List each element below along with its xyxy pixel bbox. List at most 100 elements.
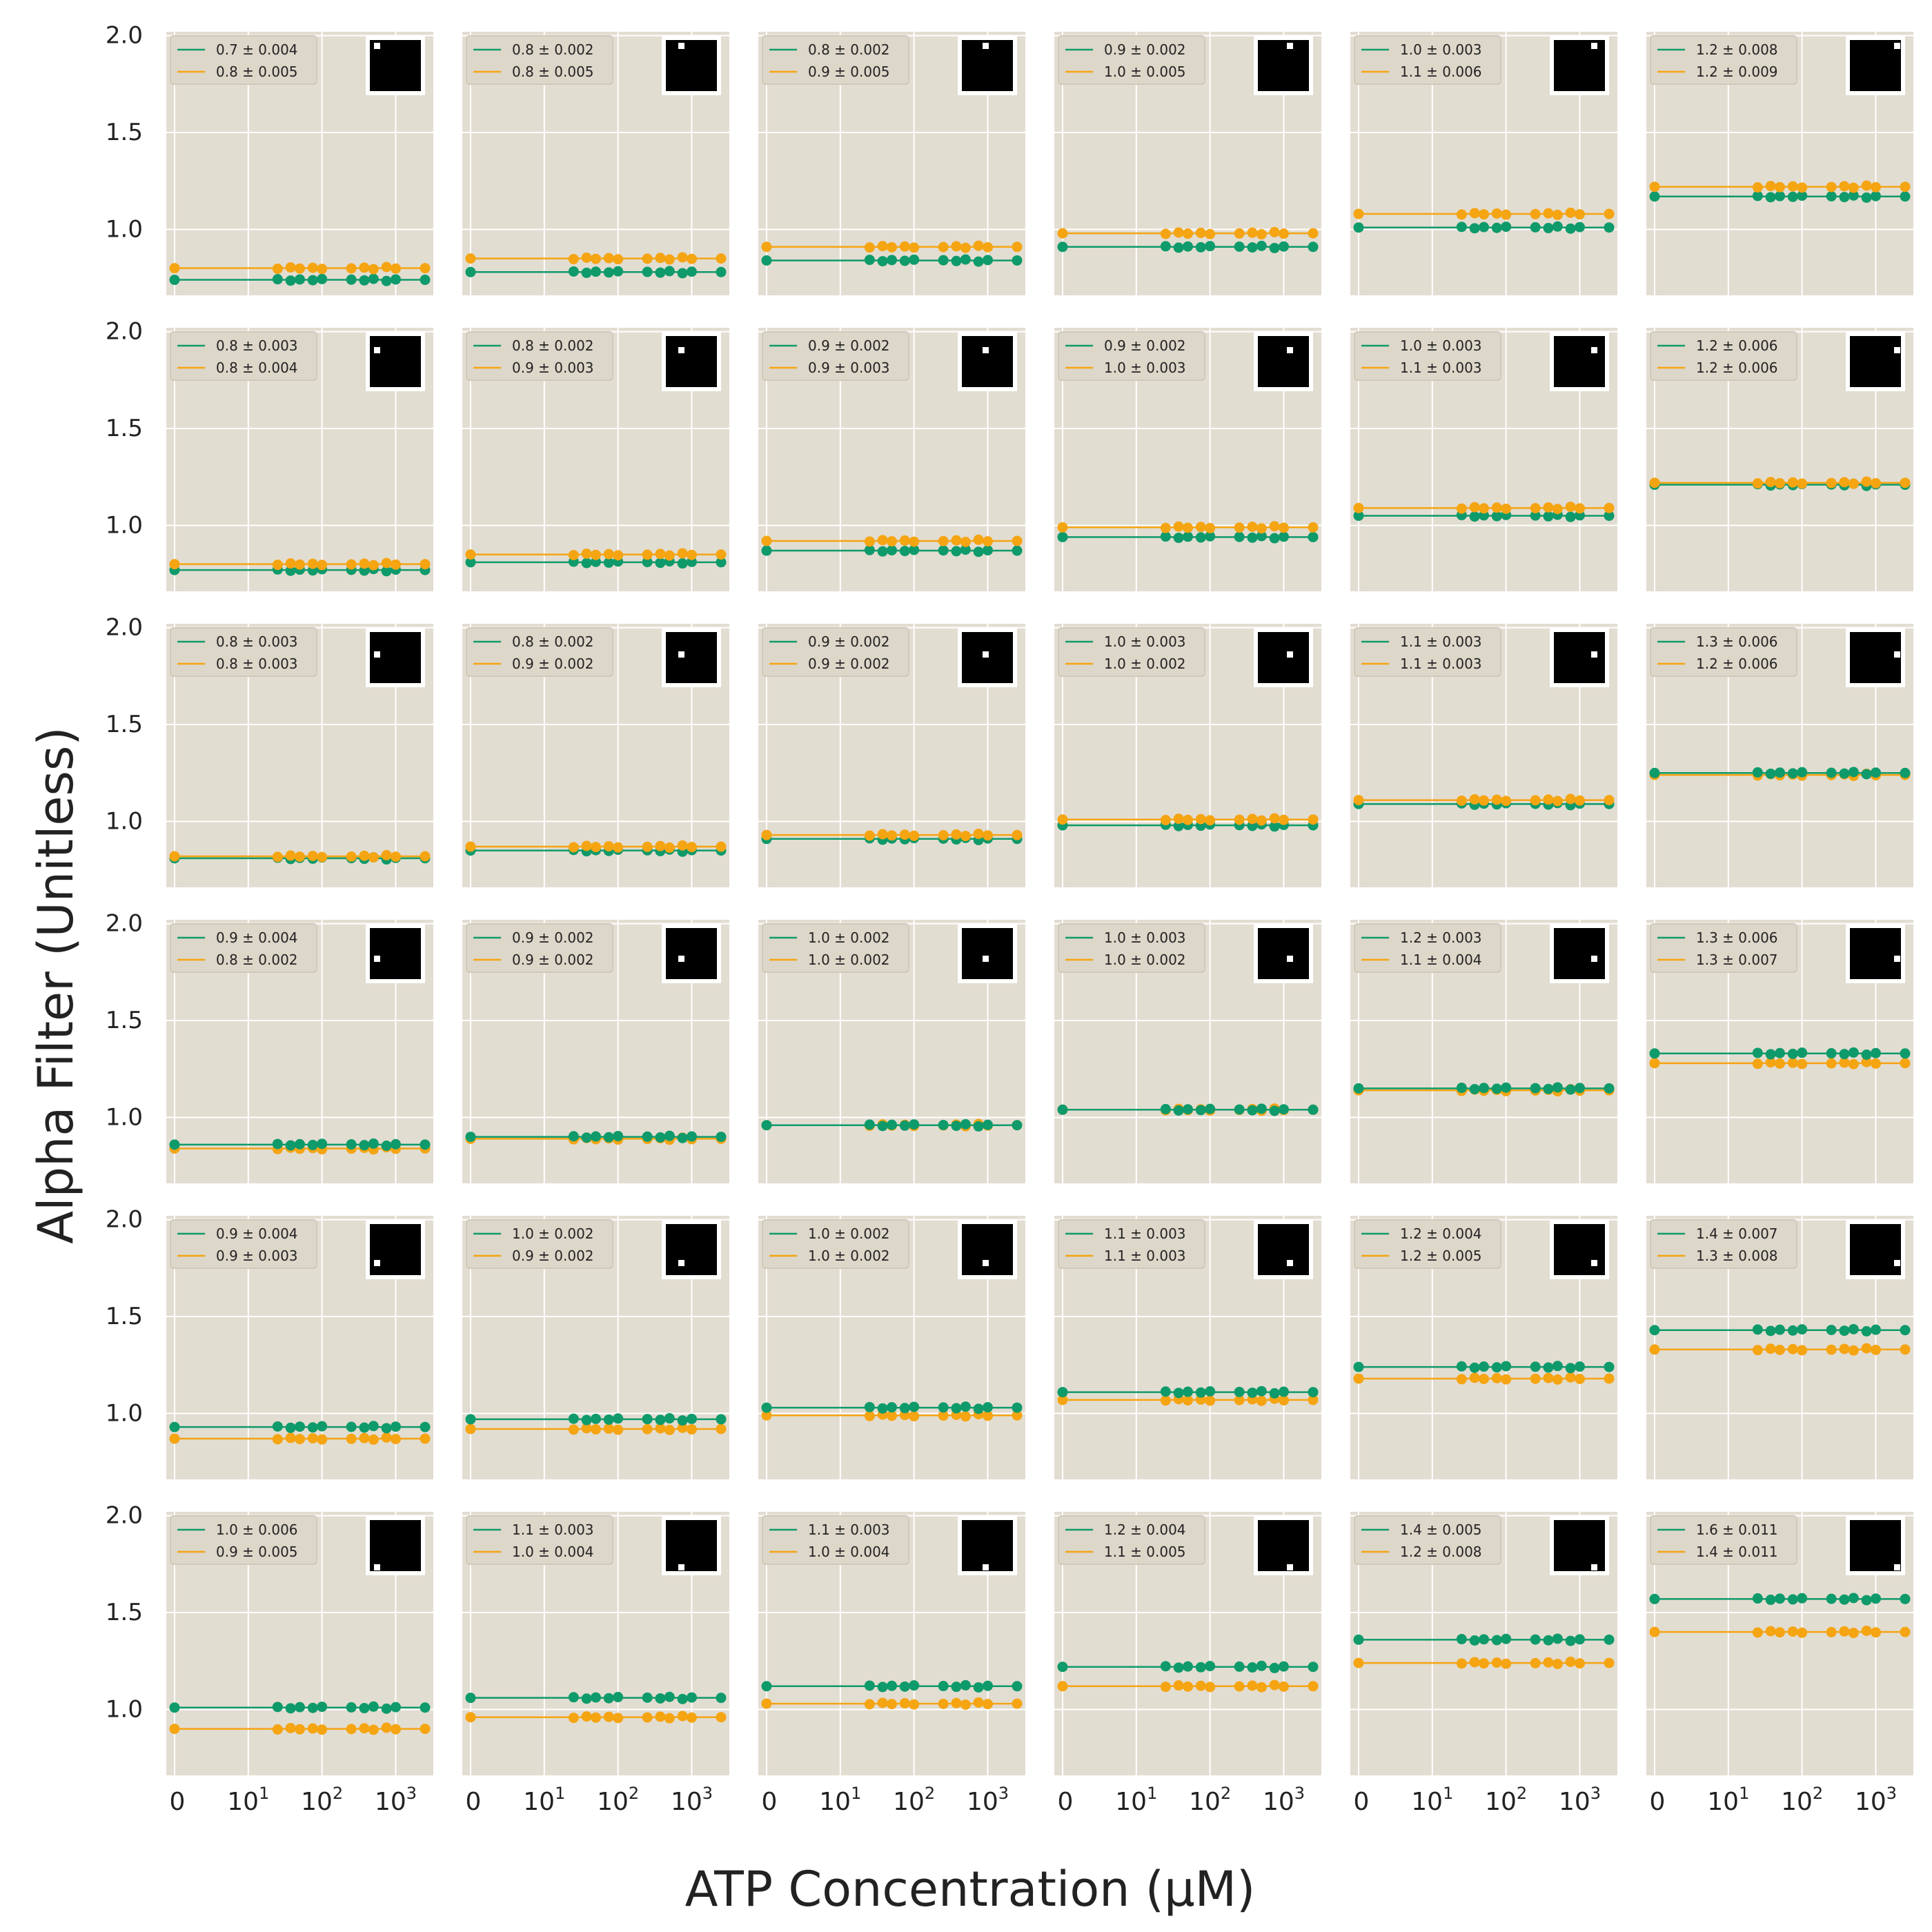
legend-box bbox=[466, 35, 613, 85]
series-orange-point bbox=[1308, 228, 1319, 239]
series-green-point bbox=[581, 1132, 592, 1143]
series-green-point bbox=[909, 254, 920, 265]
inset-square bbox=[666, 1224, 717, 1275]
legend: 0.8 ± 0.003 0.8 ± 0.003 bbox=[170, 627, 317, 677]
series-green-point bbox=[1278, 531, 1289, 542]
series-orange-point bbox=[1353, 795, 1364, 806]
panel-r3-c1: 1.0 1.5 2.0 0.8 ± 0.003 0.8 ± 0.003 bbox=[106, 614, 433, 887]
series-orange-point bbox=[887, 241, 897, 253]
series-green-point bbox=[1752, 190, 1763, 201]
series-green-point bbox=[1574, 221, 1585, 233]
series-orange-point bbox=[1826, 1344, 1837, 1355]
series-green-point bbox=[272, 274, 283, 285]
series-orange-point bbox=[295, 559, 305, 570]
series-orange-point bbox=[1787, 477, 1798, 488]
series-orange-point bbox=[1234, 228, 1245, 239]
series-green-point bbox=[1012, 1681, 1023, 1692]
series-green-point bbox=[1308, 1662, 1319, 1673]
inset-image bbox=[958, 36, 1017, 95]
y-tick-label: 2.0 bbox=[106, 1206, 143, 1234]
series-green-point bbox=[960, 1118, 971, 1130]
series-orange-point bbox=[1530, 1657, 1541, 1668]
series-green-point bbox=[1543, 1083, 1554, 1094]
series-orange-point bbox=[899, 535, 910, 546]
series-orange-point bbox=[1234, 522, 1245, 533]
series-orange-point bbox=[982, 830, 993, 841]
series-green-point bbox=[465, 1132, 476, 1143]
series-green-point bbox=[307, 1702, 318, 1713]
series-green-point bbox=[1543, 1362, 1554, 1373]
series-orange-point bbox=[655, 1711, 666, 1722]
series-green-point bbox=[285, 1703, 296, 1714]
series-green-point bbox=[346, 1702, 357, 1713]
inset-dot bbox=[678, 956, 684, 962]
series-orange-point bbox=[951, 829, 962, 840]
series-green-point bbox=[1173, 820, 1184, 831]
series-orange-point bbox=[1479, 1374, 1489, 1385]
series-orange-point bbox=[1565, 1656, 1576, 1667]
series-green-point bbox=[317, 273, 328, 284]
series-orange-point bbox=[951, 1697, 962, 1708]
series-green-point bbox=[368, 1138, 379, 1149]
series-green-point bbox=[1456, 1634, 1467, 1645]
series-green-point bbox=[613, 1413, 624, 1424]
inset-image bbox=[366, 332, 425, 391]
series-green-point bbox=[1160, 241, 1171, 252]
series-orange-point bbox=[581, 1423, 592, 1434]
series-orange-point bbox=[1543, 208, 1554, 219]
legend-entry: 1.2 ± 0.008 bbox=[1696, 41, 1778, 58]
series-green-point bbox=[1649, 767, 1660, 778]
inset-dot bbox=[983, 347, 989, 353]
series-orange-point bbox=[960, 536, 971, 547]
inset-square bbox=[1850, 632, 1901, 683]
series-green-point bbox=[864, 1119, 875, 1130]
inset-dot bbox=[1591, 1564, 1597, 1570]
series-green-point bbox=[359, 1140, 370, 1151]
series-green-point bbox=[877, 1403, 888, 1414]
series-green-point bbox=[465, 266, 476, 277]
series-orange-point bbox=[1649, 1058, 1660, 1069]
legend-entry: 1.0 ± 0.003 bbox=[1400, 337, 1482, 354]
x-tick-exponent: 2 bbox=[629, 1784, 639, 1803]
series-orange-point bbox=[285, 850, 296, 861]
series-green-point bbox=[359, 1703, 370, 1714]
inset-dot bbox=[983, 651, 989, 658]
series-orange-point bbox=[1765, 477, 1776, 488]
series-green-point bbox=[642, 266, 653, 277]
legend-entry: 1.2 ± 0.006 bbox=[1696, 656, 1778, 672]
inset-image bbox=[1550, 1220, 1609, 1279]
series-orange-point bbox=[1848, 1628, 1859, 1639]
series-green-point bbox=[1012, 1402, 1023, 1413]
series-orange-point bbox=[1552, 209, 1563, 220]
series-orange-point bbox=[1861, 1625, 1872, 1636]
y-tick-label: 1.0 bbox=[106, 1400, 143, 1428]
series-orange-point bbox=[1501, 209, 1512, 220]
legend: 0.9 ± 0.004 0.9 ± 0.003 bbox=[170, 1219, 317, 1269]
legend-entry: 1.2 ± 0.006 bbox=[1696, 337, 1778, 354]
panel-r6-c6: 0 101 102 103 1.6 ± 0.011 1.4 ± 0.011 bbox=[1646, 1512, 1913, 1816]
series-orange-point bbox=[307, 262, 318, 273]
inset-dot bbox=[1591, 956, 1597, 962]
series-orange-point bbox=[381, 1722, 392, 1733]
series-green-point bbox=[960, 1679, 971, 1690]
series-orange-point bbox=[1861, 1056, 1872, 1067]
inset-square bbox=[1554, 336, 1605, 387]
legend-entry: 1.0 ± 0.003 bbox=[1104, 929, 1186, 946]
series-green-point bbox=[420, 275, 431, 286]
legend: 1.1 ± 0.003 1.0 ± 0.004 bbox=[466, 1515, 613, 1565]
series-green-point bbox=[1308, 1387, 1319, 1398]
inset-dot bbox=[678, 651, 684, 658]
series-green-point bbox=[686, 1413, 697, 1424]
series-orange-point bbox=[307, 558, 318, 569]
series-orange-point bbox=[1160, 1395, 1171, 1406]
series-green-point bbox=[1256, 531, 1267, 542]
series-orange-point bbox=[1797, 1627, 1808, 1638]
series-orange-point bbox=[761, 1410, 772, 1421]
x-tick-label: 101 bbox=[523, 1784, 565, 1816]
x-tick-label: 102 bbox=[893, 1784, 935, 1816]
series-green-point bbox=[887, 255, 897, 266]
series-green-point bbox=[1183, 531, 1193, 542]
legend: 1.4 ± 0.007 1.3 ± 0.008 bbox=[1650, 1219, 1797, 1269]
legend-box bbox=[1058, 1219, 1205, 1269]
series-orange-point bbox=[1565, 207, 1576, 218]
